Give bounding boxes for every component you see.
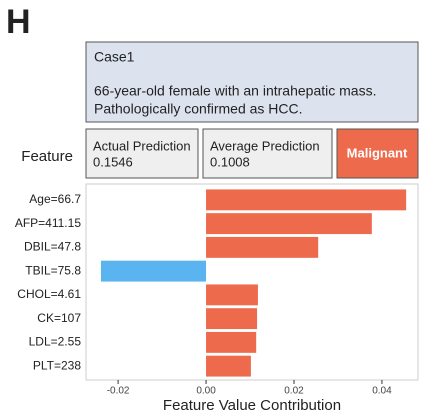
bar bbox=[206, 331, 257, 353]
y-tick-label: Age=66.7 bbox=[29, 192, 81, 206]
prediction-box bbox=[85, 128, 199, 179]
class-label: Malignant bbox=[347, 145, 408, 160]
y-tick-label: LDL=2.55 bbox=[29, 335, 82, 349]
panel-label: H bbox=[6, 3, 31, 41]
bar bbox=[206, 189, 407, 211]
bar bbox=[206, 213, 372, 235]
case-box bbox=[85, 41, 419, 123]
x-axis-label: Feature Value Contribution bbox=[163, 397, 341, 414]
y-axis-label: Feature bbox=[21, 148, 73, 165]
prediction-label: Average Prediction bbox=[210, 138, 320, 153]
x-tick-label: -0.02 bbox=[107, 386, 130, 397]
case-title: Case1 bbox=[94, 49, 135, 65]
bar bbox=[100, 260, 207, 282]
x-tick-label: 0.02 bbox=[284, 386, 304, 397]
x-tick-label: 0.04 bbox=[372, 386, 392, 397]
bar bbox=[206, 284, 258, 306]
x-tick-label: 0.00 bbox=[196, 386, 216, 397]
case-line: 66-year-old female with an intrahepatic … bbox=[94, 83, 376, 99]
bar bbox=[206, 236, 319, 258]
y-tick-label: CK=107 bbox=[37, 311, 81, 325]
y-tick-label: PLT=238 bbox=[33, 358, 81, 372]
y-tick-label: AFP=411.15 bbox=[15, 216, 81, 230]
class-box bbox=[336, 128, 419, 179]
bar bbox=[206, 355, 251, 377]
bar bbox=[206, 308, 258, 330]
case-line: Pathologically confirmed as HCC. bbox=[94, 101, 303, 117]
y-tick-label: CHOL=4.61 bbox=[17, 287, 81, 301]
prediction-label: Actual Prediction bbox=[93, 138, 191, 153]
prediction-value: 0.1546 bbox=[93, 154, 133, 169]
prediction-box bbox=[202, 128, 333, 179]
y-tick-label: DBIL=47.8 bbox=[24, 240, 81, 254]
y-tick-label: TBIL=75.8 bbox=[25, 263, 81, 277]
prediction-value: 0.1008 bbox=[210, 154, 250, 169]
